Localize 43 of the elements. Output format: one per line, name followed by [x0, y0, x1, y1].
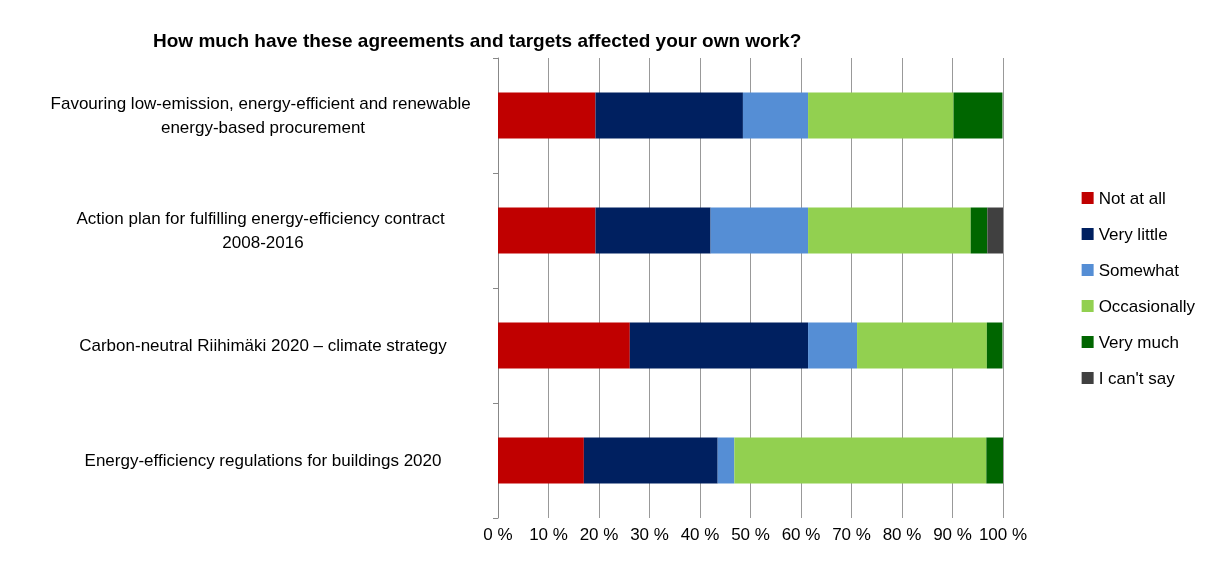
bar — [629, 322, 809, 369]
x-tick-label: 60 % — [781, 525, 821, 544]
y-tick-label: Energy-efficiency regulations for buildings 2020 — [84, 451, 442, 470]
bar — [595, 92, 743, 139]
x-tick-label: 20 % — [579, 525, 619, 544]
x-tick-label: 40 % — [680, 525, 720, 544]
bar — [987, 207, 1003, 254]
x-tick-label: 100 % — [978, 525, 1028, 544]
bar — [498, 437, 584, 484]
x-tick-label: 0 % — [483, 525, 513, 544]
bar — [498, 92, 596, 139]
legend-label: Very little — [1098, 224, 1168, 244]
y-tick-label: Action plan for fulfilling energy-efficiency contract 2008-2016 — [76, 209, 450, 252]
bar — [742, 92, 809, 139]
bar — [734, 437, 987, 484]
bar — [710, 207, 809, 254]
bar — [970, 207, 988, 254]
bar — [808, 322, 858, 369]
x-tick-label: 80 % — [882, 525, 922, 544]
bar — [986, 322, 1003, 369]
y-tick-label: Carbon-neutral Riihimäki 2020 – climate strategy — [79, 336, 448, 355]
x-tick-label: 90 % — [933, 525, 972, 544]
bar — [583, 437, 718, 484]
y-tick-label: Favouring low-emission, energy-efficient and renewable energy-based procurement — [50, 94, 476, 137]
bar — [717, 437, 735, 484]
legend-label: Somewhat — [1098, 260, 1180, 280]
bar — [808, 92, 954, 139]
bar — [498, 322, 630, 369]
legend-label: I can't say — [1098, 368, 1176, 388]
legend-label: Very much — [1098, 332, 1179, 352]
bar — [857, 322, 987, 369]
x-tick-label: 50 % — [731, 525, 770, 544]
legend-label: Occasionally — [1098, 296, 1196, 316]
x-tick-label: 70 % — [832, 525, 871, 544]
bar — [986, 437, 1003, 484]
chart-title: How much have these agreements and targets affected your own work? — [153, 30, 802, 51]
bar — [498, 207, 596, 254]
bar — [808, 207, 971, 254]
bar — [953, 92, 1003, 139]
bar — [595, 207, 711, 254]
legend-label: Not at all — [1098, 188, 1166, 208]
x-tick-label: 10 % — [529, 525, 568, 544]
x-tick-label: 30 % — [630, 525, 669, 544]
